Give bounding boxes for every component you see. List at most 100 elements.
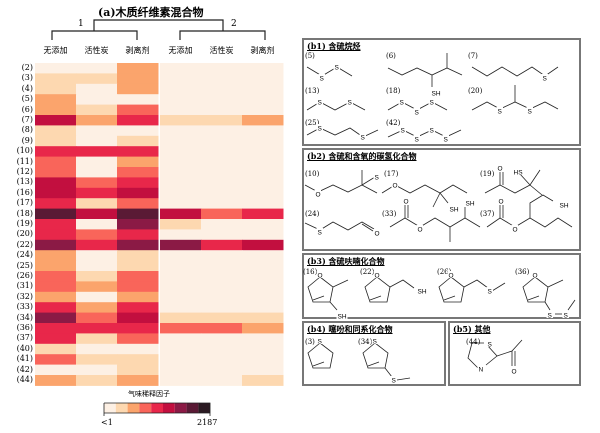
atom-label: S: [415, 110, 420, 117]
heatmap-cell: [35, 312, 77, 324]
heatmap-cell: [117, 208, 159, 220]
compound-number: (36): [515, 268, 530, 276]
heatmap-cell: [76, 354, 118, 366]
atom-label: O: [533, 273, 538, 280]
atom-label: S: [318, 126, 323, 133]
heatmap-cell: [160, 302, 202, 314]
heatmap-cell: [160, 177, 202, 189]
molecule-structure: O SH: [364, 271, 428, 303]
heatmap-cell: [201, 115, 243, 126]
heatmap-cell: [201, 208, 243, 220]
heatmap-cell: [242, 229, 284, 241]
row-label: (8): [21, 125, 33, 135]
heatmap-cell: [242, 219, 284, 230]
heatmap-cell: [76, 343, 118, 355]
heatmap-cell: [242, 83, 284, 95]
atom-label: S: [430, 128, 435, 135]
molecule-structure: OS: [438, 271, 506, 303]
heatmap-cell: [117, 250, 159, 262]
heatmap-cell: [117, 229, 159, 241]
atom-label: S: [415, 137, 420, 144]
compound-number: (25): [305, 119, 320, 127]
atom-label: S: [320, 76, 325, 83]
heatmap-cell: [242, 343, 284, 355]
row-label: (37): [16, 333, 33, 343]
heatmap-cell: [160, 333, 202, 345]
atom-label: O: [498, 166, 503, 173]
compound-number: (37): [480, 210, 495, 218]
heatmap-cell: [117, 146, 159, 158]
heatmap-cell: [35, 260, 77, 272]
heatmap-cell: [117, 167, 159, 178]
atom-label: S: [564, 313, 569, 320]
panel-title: (b1) 含硫烷烃: [307, 41, 361, 51]
heatmap-cell: [76, 312, 118, 324]
row-label: (7): [21, 115, 33, 124]
heatmap-cell: [201, 229, 243, 241]
column-header: 剥离剂: [125, 46, 150, 55]
molecule-structure: SS: [306, 63, 353, 83]
heatmap-cell: [117, 291, 159, 303]
heatmap-cell: [35, 281, 77, 293]
heatmap-cell: [35, 125, 77, 137]
heatmap-cell: [201, 239, 243, 251]
colorbar-swatch: [115, 403, 128, 413]
compound-number: (16): [303, 268, 318, 276]
heatmap-cell: [76, 333, 118, 345]
heatmap-cell: [242, 135, 284, 147]
heatmap-cell: [117, 239, 159, 251]
heatmap-cell: [201, 312, 243, 324]
panel-b3: (b3) 含硫呋喃化合物: [302, 253, 581, 319]
colorbar-swatch: [104, 403, 116, 413]
heatmap-cell: [117, 73, 159, 85]
atom-label: O: [449, 273, 454, 280]
heatmap-cell: [76, 271, 118, 282]
heatmap-cell: [76, 302, 118, 314]
heatmap-cell: [76, 104, 118, 116]
heatmap-cell: [160, 198, 202, 210]
heatmap-cell: [160, 354, 202, 366]
panel-title: (b2) 含硫和含氧的碳氢化合物: [307, 151, 417, 161]
row-label: (6): [21, 104, 33, 114]
heatmap-cell: [35, 156, 77, 168]
heatmap-cell: [201, 323, 243, 334]
heatmap-cell: [117, 271, 159, 282]
panel-title: (b4) 噻吩和同系化合物: [307, 324, 393, 334]
heatmap-cell: [160, 167, 202, 178]
legend-min-label: <1: [101, 418, 113, 427]
heatmap-cell: [242, 333, 284, 345]
heatmap-cell: [76, 291, 118, 303]
row-label: (17): [16, 198, 33, 208]
row-label: (20): [16, 229, 33, 239]
heatmap-cell: [76, 364, 118, 376]
heatmap-cell: [160, 312, 202, 324]
compound-number: (10): [305, 170, 320, 178]
molecule-structure: OS: [304, 170, 380, 199]
heatmap-cell: [76, 219, 118, 230]
column-header: 剥离剂: [250, 46, 275, 55]
heatmap-cell: [201, 167, 243, 178]
colorbar-swatch: [186, 403, 199, 413]
heatmap-cell: [35, 146, 77, 158]
heatmap-cell: [160, 156, 202, 168]
heatmap-cell: [160, 375, 202, 386]
heatmap-cell: [35, 187, 77, 199]
molecule-structure: S: [471, 66, 559, 83]
atom-label: O: [316, 192, 321, 199]
heatmap-cell: [76, 63, 118, 74]
dendrogram: [51, 19, 266, 40]
molecule-structure: S S S: [387, 98, 448, 117]
atom-label: S: [335, 65, 340, 72]
molecule-structure: O O SH: [486, 194, 573, 234]
heatmap-cell: [160, 343, 202, 355]
heatmap-cell: [117, 83, 159, 95]
atom-label: O: [513, 227, 518, 234]
molecule-structure: O S S: [522, 271, 576, 320]
heatmap-cell: [242, 281, 284, 293]
heatmap-cell: [201, 281, 243, 293]
heatmap-cell: [160, 63, 202, 74]
atom-label: S: [400, 100, 405, 107]
heatmap-cell: [160, 187, 202, 199]
